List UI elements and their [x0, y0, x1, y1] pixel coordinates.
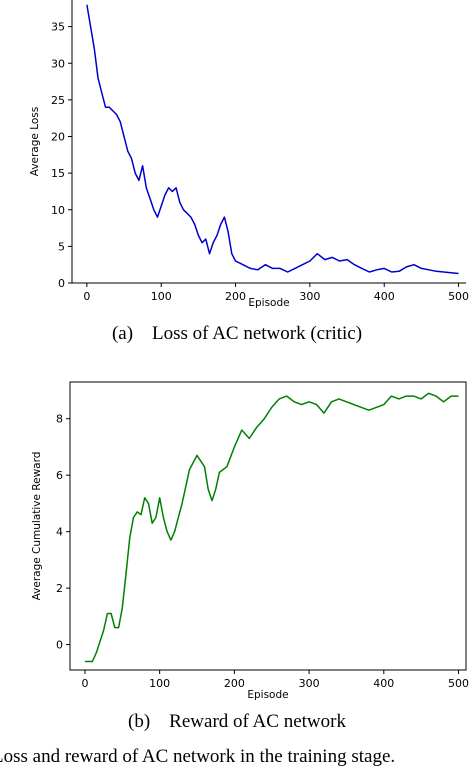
reward-x-tick-label: 100 [149, 677, 170, 690]
reward-y-tick-label: 6 [56, 469, 63, 482]
loss-x-axis-label: Episode [248, 297, 289, 309]
reward-x-axis-label: Episode [247, 689, 288, 701]
loss-y-tick-label: 15 [51, 167, 65, 180]
loss-x-tick-label: 100 [151, 290, 172, 303]
loss-x-tick-label: 500 [448, 290, 469, 303]
reward-y-tick-label: 4 [56, 526, 63, 539]
caption-b: (b) Reward of AC network [128, 711, 346, 732]
reward-x-tick-label: 400 [373, 677, 394, 690]
reward-x-tick-label: 300 [299, 677, 320, 690]
loss-y-tick-label: 0 [58, 277, 65, 290]
loss-y-tick-label: 5 [58, 240, 65, 253]
caption-a: (a) Loss of AC network (critic) [111, 323, 363, 344]
reward-y-tick-label: 2 [56, 582, 63, 595]
loss-y-tick-label: 25 [51, 94, 65, 107]
reward-series-line [84, 392, 459, 663]
figure-caption: Loss and reward of AC network in the tra… [0, 746, 396, 767]
loss-y-tick-label: 35 [51, 21, 65, 34]
loss-y-axis-label: Average Loss [29, 107, 41, 177]
loss-series-line [86, 4, 459, 275]
loss-y-tick-label: 20 [51, 131, 65, 144]
loss-x-tick-label: 300 [299, 290, 320, 303]
loss-x-tick-label: 0 [83, 290, 90, 303]
reward-y-axis-label: Average Cumulative Reward [31, 452, 43, 601]
loss-y-tick-label: 10 [51, 204, 65, 217]
reward-y-tick-label: 8 [56, 413, 63, 426]
reward-y-tick-label: 0 [56, 639, 63, 652]
loss-x-tick-label: 200 [225, 290, 246, 303]
reward-plot-frame [69, 381, 467, 671]
reward-x-tick-label: 0 [81, 677, 88, 690]
reward-x-tick-label: 200 [224, 677, 245, 690]
loss-x-tick-label: 400 [374, 290, 395, 303]
reward-x-tick-label: 500 [448, 677, 469, 690]
loss-y-tick-label: 30 [51, 57, 65, 70]
